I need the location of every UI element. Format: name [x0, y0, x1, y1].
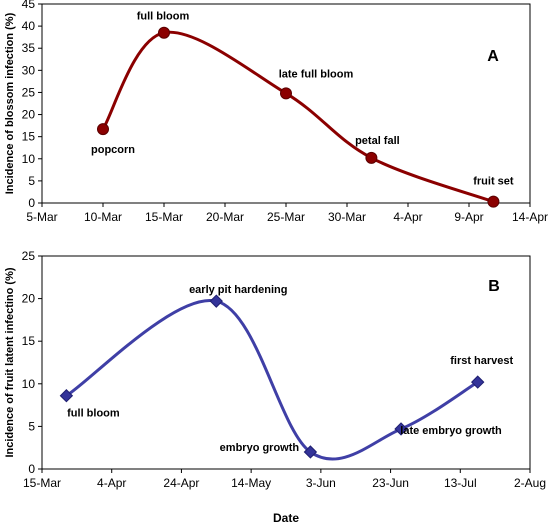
y-tick-label: 20 — [22, 292, 36, 306]
y-tick-label: 15 — [22, 334, 36, 348]
y-tick-label: 5 — [28, 419, 35, 433]
y-tick-label: 0 — [28, 196, 35, 210]
x-tick-label: 9-Apr — [454, 210, 483, 224]
point-annotation: embryo growth — [220, 442, 300, 454]
y-tick-label: 15 — [22, 130, 36, 144]
point-annotation: popcorn — [91, 144, 135, 156]
series-line — [65, 299, 479, 461]
point-annotation: late full bloom — [279, 68, 354, 80]
x-tick-label: 23-Jun — [372, 476, 409, 490]
y-tick-label: 10 — [22, 152, 36, 166]
data-point — [97, 123, 109, 136]
data-point — [209, 294, 223, 308]
x-tick-label: 13-Jul — [444, 476, 477, 490]
x-tick-label: 5-Mar — [26, 210, 57, 224]
data-point — [487, 195, 500, 208]
data-point — [365, 151, 378, 164]
y-tick-label: 45 — [22, 0, 36, 11]
chart-panel-A: 0 5 10 15 20 25 30 35 40 45 5-Mar 10-Mar 15-Mar 20-Ma… — [4, 0, 548, 224]
plot-area — [41, 3, 531, 204]
data-point — [471, 375, 485, 389]
point-annotation: late embryo growth — [400, 425, 502, 437]
x-tick-label: 2-Aug — [514, 476, 546, 490]
panel-label: A — [487, 48, 499, 65]
point-annotation: fruit set — [473, 176, 514, 188]
y-axis-label: Incidence of blossom infection (%) — [4, 12, 16, 194]
data-point — [59, 389, 74, 403]
x-tick-label: 25-Mar — [267, 210, 305, 224]
x-tick-label: 4-Apr — [393, 210, 422, 224]
y-tick-label: 0 — [28, 462, 35, 476]
y-tick-label: 10 — [22, 377, 36, 391]
y-tick-label: 40 — [22, 19, 36, 33]
point-annotation: early pit hardening — [189, 284, 287, 296]
y-tick-label: 25 — [22, 85, 36, 99]
panel-label: B — [488, 278, 500, 295]
x-tick-label: 10-Mar — [84, 210, 122, 224]
x-tick-label: 20-Mar — [206, 210, 244, 224]
point-annotation: full bloom — [137, 11, 190, 23]
x-tick-label: 15-Mar — [145, 210, 183, 224]
chart-panel-B: 0 5 10 15 20 25 15-Mar 4-Apr 24-Apr 14-May 3-Jun 23… — [4, 249, 546, 525]
x-tick-label: 14-May — [231, 476, 271, 490]
data-point — [158, 26, 170, 39]
x-tick-label: 24-Apr — [163, 476, 199, 490]
y-tick-label: 30 — [22, 63, 36, 77]
x-tick-label: 14-Apr — [512, 210, 548, 224]
x-tick-label: 30-Mar — [328, 210, 366, 224]
x-tick-label: 3-Jun — [306, 476, 336, 490]
data-point — [394, 422, 408, 436]
x-tick-label: 4-Apr — [97, 476, 126, 490]
x-axis-label: Date — [273, 511, 299, 525]
data-point — [303, 445, 318, 459]
plot-area — [41, 255, 531, 470]
point-annotation: first harvest — [450, 355, 513, 367]
y-tick-label: 5 — [28, 174, 35, 188]
data-point — [280, 87, 292, 100]
y-tick-label: 35 — [22, 41, 36, 55]
x-tick-label: 15-Mar — [23, 476, 61, 490]
y-axis-label: Incidence of fruit latent infectino (%) — [4, 267, 16, 457]
point-annotation: petal fall — [355, 135, 400, 147]
y-tick-label: 25 — [22, 249, 36, 263]
y-tick-label: 20 — [22, 108, 36, 122]
point-annotation: full bloom — [67, 408, 120, 420]
